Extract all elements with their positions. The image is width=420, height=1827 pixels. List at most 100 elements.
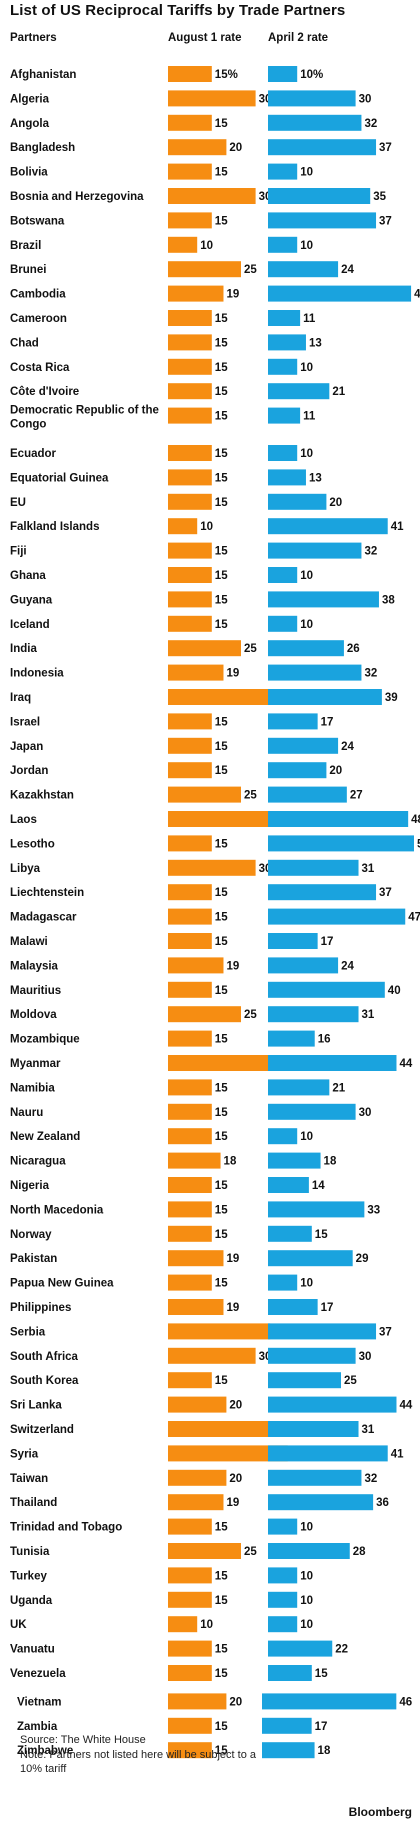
august-rate-label: 19 bbox=[226, 289, 239, 301]
april-rate-bar bbox=[268, 1103, 356, 1120]
april-rate-label: 26 bbox=[347, 643, 360, 655]
august-rate-bar bbox=[168, 334, 212, 351]
april-rate-bar bbox=[268, 1665, 312, 1681]
april-rate-bar bbox=[268, 1225, 312, 1242]
april-rate-label: 22 bbox=[335, 1644, 348, 1656]
partner-name: Equatorial Guinea bbox=[10, 472, 109, 484]
august-rate-bar bbox=[168, 1347, 256, 1364]
april-rate-label: 25 bbox=[344, 1375, 357, 1387]
august-rate-label: 15 bbox=[215, 497, 228, 509]
april-rate-bar bbox=[262, 1717, 312, 1734]
august-rate-label: 15 bbox=[215, 1082, 228, 1094]
august-rate-label: 25 bbox=[244, 264, 257, 276]
august-rate-label: 15 bbox=[215, 1278, 228, 1290]
august-rate-bar bbox=[168, 139, 227, 156]
partner-name: Malaysia bbox=[10, 960, 59, 972]
august-rate-bar bbox=[168, 1372, 212, 1389]
april-rate-label: 10 bbox=[300, 1522, 313, 1534]
partner-name: Indonesia bbox=[10, 668, 64, 680]
august-rate-bar bbox=[168, 236, 198, 253]
april-rate-label: 21 bbox=[332, 386, 345, 398]
partner-name: Pakistan bbox=[10, 1253, 57, 1265]
partner-name: Israel bbox=[10, 716, 40, 728]
april-rate-bar bbox=[268, 1323, 377, 1340]
april-rate-label: 50 bbox=[417, 838, 420, 850]
april-rate-label: 31 bbox=[362, 1009, 375, 1021]
august-rate-bar bbox=[168, 212, 212, 229]
april-rate-label: 37 bbox=[379, 215, 392, 227]
august-rate-bar bbox=[168, 737, 212, 754]
partner-name: Madagascar bbox=[10, 912, 77, 924]
partner-name: Vietnam bbox=[17, 1696, 62, 1708]
april-rate-label: 20 bbox=[329, 765, 342, 777]
august-rate-label: 15 bbox=[215, 1204, 228, 1216]
april-rate-bar bbox=[268, 762, 327, 779]
partner-name: Afghanistan bbox=[10, 69, 76, 81]
april-rate-label: 14 bbox=[312, 1180, 325, 1192]
august-rate-bar bbox=[168, 1030, 212, 1047]
april-rate-bar bbox=[268, 542, 362, 559]
april-rate-bar bbox=[268, 407, 301, 424]
august-rate-label: 15 bbox=[215, 716, 228, 728]
note-line-2: 10% tariff bbox=[20, 1763, 67, 1775]
partner-name: Uganda bbox=[10, 1595, 53, 1607]
april-rate-label: 13 bbox=[309, 337, 322, 349]
april-rate-bar bbox=[268, 737, 339, 754]
august-rate-bar bbox=[168, 1693, 227, 1710]
april-rate-label: 16 bbox=[318, 1034, 331, 1046]
april-rate-bar bbox=[268, 236, 298, 253]
august-rate-label: 15 bbox=[215, 386, 228, 398]
august-rate-bar bbox=[168, 1616, 198, 1633]
april-rate-bar bbox=[268, 1006, 359, 1023]
april-rate-label: 37 bbox=[379, 887, 392, 899]
partner-name: Brazil bbox=[10, 240, 41, 252]
august-rate-label: 19 bbox=[226, 1302, 239, 1314]
partner-name: Liechtenstein bbox=[10, 887, 84, 899]
april-rate-bar bbox=[268, 591, 379, 608]
april-rate-bar bbox=[268, 859, 359, 876]
partner-name: Cameroon bbox=[10, 313, 67, 325]
august-rate-bar bbox=[168, 908, 212, 925]
august-rate-label: 20 bbox=[229, 1473, 242, 1485]
august-rate-bar bbox=[168, 1177, 212, 1193]
august-rate-label: 15 bbox=[215, 1522, 228, 1534]
partner-name: Nauru bbox=[10, 1107, 43, 1119]
august-rate-label: 15 bbox=[215, 546, 228, 558]
august-rate-bar bbox=[168, 713, 212, 730]
partner-name: Nicaragua bbox=[10, 1156, 66, 1168]
august-rate-bar bbox=[168, 188, 256, 204]
partner-name: Iceland bbox=[10, 619, 50, 631]
august-rate-bar bbox=[168, 518, 198, 535]
august-rate-label: 19 bbox=[226, 1497, 239, 1509]
april-rate-bar bbox=[268, 689, 382, 705]
partner-name: South Korea bbox=[10, 1375, 79, 1387]
partner-name: Democratic Republic of the Congo bbox=[10, 405, 159, 431]
august-rate-label: 19 bbox=[226, 1253, 239, 1265]
april-rate-label: 27 bbox=[350, 790, 363, 802]
august-rate-bar bbox=[168, 835, 212, 852]
partner-name: Lesotho bbox=[10, 838, 55, 850]
august-rate-bar bbox=[168, 493, 212, 510]
april-rate-bar bbox=[268, 1591, 298, 1608]
april-rate-bar bbox=[268, 567, 298, 583]
august-rate-label: 15 bbox=[215, 167, 228, 179]
partner-name: Tunisia bbox=[10, 1546, 50, 1558]
april-rate-label: 32 bbox=[364, 118, 377, 130]
august-rate-bar bbox=[168, 1323, 271, 1340]
partner-name: Chad bbox=[10, 337, 39, 349]
partner-name: Switzerland bbox=[10, 1424, 74, 1436]
august-rate-label: 15% bbox=[215, 69, 238, 81]
partner-name: Angola bbox=[10, 118, 50, 130]
august-rate-label: 15 bbox=[215, 936, 228, 948]
august-rate-label: 15 bbox=[215, 313, 228, 325]
april-rate-bar bbox=[268, 1274, 298, 1291]
partner-name: Cambodia bbox=[10, 289, 66, 301]
april-rate-bar bbox=[268, 615, 298, 632]
august-rate-label: 15 bbox=[215, 1180, 228, 1192]
august-rate-bar bbox=[168, 1469, 227, 1486]
partner-name: Nigeria bbox=[10, 1180, 50, 1192]
partner-name: Falkland Islands bbox=[10, 521, 99, 533]
august-rate-label: 15 bbox=[215, 594, 228, 606]
april-rate-bar bbox=[268, 1567, 298, 1584]
